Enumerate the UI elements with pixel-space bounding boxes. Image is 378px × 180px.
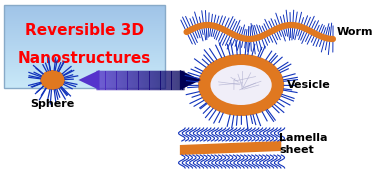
- Text: Vesicle: Vesicle: [287, 80, 331, 90]
- Polygon shape: [79, 70, 99, 90]
- Ellipse shape: [211, 65, 272, 105]
- Text: sheet: sheet: [279, 145, 314, 155]
- Text: Reversible 3D: Reversible 3D: [25, 22, 144, 37]
- Text: Sphere: Sphere: [31, 99, 75, 109]
- Polygon shape: [180, 141, 281, 155]
- Ellipse shape: [198, 54, 284, 116]
- Ellipse shape: [40, 70, 65, 90]
- Polygon shape: [180, 70, 201, 90]
- Text: Worm: Worm: [337, 27, 373, 37]
- Text: Nanostructures: Nanostructures: [17, 51, 151, 66]
- Text: Lamella: Lamella: [279, 133, 328, 143]
